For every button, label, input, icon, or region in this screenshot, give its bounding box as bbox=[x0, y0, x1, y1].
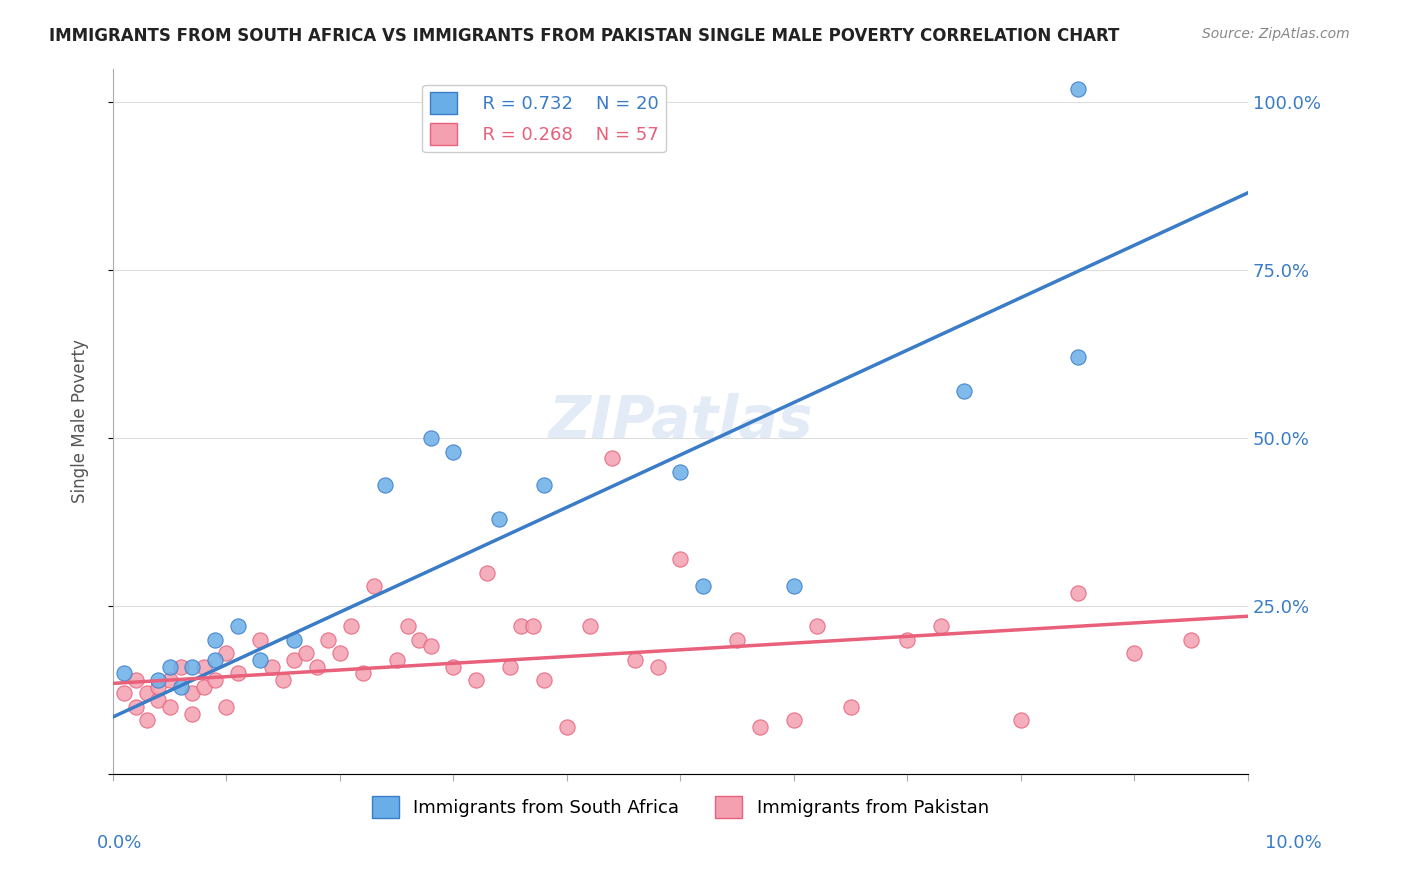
Point bbox=[555, 720, 578, 734]
Point bbox=[533, 673, 555, 687]
Point bbox=[159, 700, 181, 714]
Point bbox=[159, 659, 181, 673]
Point bbox=[283, 653, 305, 667]
Point bbox=[1123, 646, 1146, 660]
Point bbox=[522, 619, 544, 633]
Point bbox=[806, 619, 828, 633]
Point bbox=[408, 632, 430, 647]
Point bbox=[748, 720, 770, 734]
Point bbox=[249, 632, 271, 647]
Point bbox=[249, 653, 271, 667]
Point bbox=[896, 632, 918, 647]
Point bbox=[260, 659, 283, 673]
Point bbox=[148, 673, 170, 687]
Point bbox=[193, 659, 215, 673]
Point bbox=[1010, 714, 1032, 728]
Point bbox=[385, 653, 408, 667]
Legend: Immigrants from South Africa, Immigrants from Pakistan: Immigrants from South Africa, Immigrants… bbox=[364, 789, 997, 825]
Point bbox=[226, 619, 249, 633]
Point bbox=[271, 673, 294, 687]
Point bbox=[647, 659, 669, 673]
Point bbox=[600, 451, 623, 466]
Point bbox=[374, 478, 396, 492]
Point bbox=[953, 384, 976, 398]
Point bbox=[783, 714, 806, 728]
Point bbox=[170, 659, 193, 673]
Point bbox=[181, 706, 204, 721]
Point bbox=[578, 619, 600, 633]
Point bbox=[159, 673, 181, 687]
Point bbox=[441, 659, 464, 673]
Point bbox=[839, 700, 862, 714]
Point bbox=[1066, 351, 1088, 365]
Text: ZIPatlas: ZIPatlas bbox=[548, 392, 813, 450]
Text: Source: ZipAtlas.com: Source: ZipAtlas.com bbox=[1202, 27, 1350, 41]
Point bbox=[193, 680, 215, 694]
Point bbox=[124, 700, 146, 714]
Point bbox=[307, 659, 329, 673]
Point bbox=[669, 465, 692, 479]
Point bbox=[340, 619, 363, 633]
Point bbox=[419, 640, 441, 654]
Text: 0.0%: 0.0% bbox=[97, 834, 142, 852]
Point bbox=[352, 666, 374, 681]
Point bbox=[465, 673, 488, 687]
Point bbox=[294, 646, 316, 660]
Point bbox=[215, 700, 238, 714]
Point bbox=[931, 619, 953, 633]
Point bbox=[318, 632, 340, 647]
Text: 10.0%: 10.0% bbox=[1265, 834, 1322, 852]
Point bbox=[1066, 585, 1088, 599]
Point bbox=[624, 653, 647, 667]
Point bbox=[170, 680, 193, 694]
Point bbox=[135, 686, 157, 700]
Point bbox=[283, 632, 305, 647]
Point bbox=[148, 693, 170, 707]
Point bbox=[692, 579, 714, 593]
Point bbox=[112, 666, 135, 681]
Y-axis label: Single Male Poverty: Single Male Poverty bbox=[72, 339, 89, 503]
Text: IMMIGRANTS FROM SOUTH AFRICA VS IMMIGRANTS FROM PAKISTAN SINGLE MALE POVERTY COR: IMMIGRANTS FROM SOUTH AFRICA VS IMMIGRAN… bbox=[49, 27, 1119, 45]
Point bbox=[1180, 632, 1202, 647]
Point bbox=[135, 714, 157, 728]
Point bbox=[533, 478, 555, 492]
Point bbox=[725, 632, 748, 647]
Point bbox=[477, 566, 499, 580]
Point bbox=[329, 646, 352, 660]
Point bbox=[181, 659, 204, 673]
Point bbox=[204, 673, 226, 687]
Point bbox=[783, 579, 806, 593]
Point bbox=[419, 431, 441, 445]
Point bbox=[669, 552, 692, 566]
Point bbox=[226, 666, 249, 681]
Point bbox=[204, 632, 226, 647]
Point bbox=[499, 659, 522, 673]
Point bbox=[148, 680, 170, 694]
Point bbox=[488, 512, 510, 526]
Point bbox=[124, 673, 146, 687]
Point bbox=[441, 444, 464, 458]
Point bbox=[112, 686, 135, 700]
Point bbox=[363, 579, 385, 593]
Point bbox=[215, 646, 238, 660]
Point bbox=[204, 653, 226, 667]
Point bbox=[1066, 81, 1088, 95]
Point bbox=[510, 619, 533, 633]
Point bbox=[181, 686, 204, 700]
Point bbox=[396, 619, 419, 633]
